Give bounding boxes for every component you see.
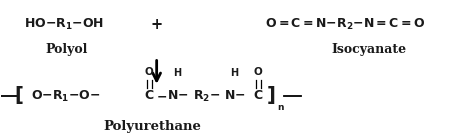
Text: $\mathbf{HO}$$\mathbf{-}$$\mathbf{R_1}$$\mathbf{-}$$\mathbf{OH}$: $\mathbf{HO}$$\mathbf{-}$$\mathbf{R_1}$$…: [25, 17, 105, 32]
Text: $\mathbf{C}$: $\mathbf{C}$: [253, 90, 264, 102]
Text: $\mathbf{O{=}C{=}N{-}R_2{-}N{=}C{=}O}$: $\mathbf{O{=}C{=}N{-}R_2{-}N{=}C{=}O}$: [265, 17, 426, 32]
Text: $\mathbf{N{-}}$: $\mathbf{N{-}}$: [224, 90, 246, 102]
Text: Polyol: Polyol: [46, 43, 88, 56]
Text: Isocyanate: Isocyanate: [332, 43, 407, 56]
Text: $\mathbf{O{-}R_1{-}O{-}}$: $\mathbf{O{-}R_1{-}O{-}}$: [31, 88, 101, 104]
Text: $\mathbf{N{-}}$: $\mathbf{N{-}}$: [167, 90, 189, 102]
Text: $\mathbf{[}$: $\mathbf{[}$: [14, 84, 23, 106]
Text: $\mathbf{O}$: $\mathbf{O}$: [145, 65, 155, 77]
Text: $\mathbf{+}$: $\mathbf{+}$: [150, 18, 163, 31]
Text: $\mathbf{]}$: $\mathbf{]}$: [266, 84, 276, 106]
Text: $\mathbf{O}$: $\mathbf{O}$: [253, 65, 264, 77]
Text: Polyurethane: Polyurethane: [103, 120, 201, 133]
Text: $\mathbf{n}$: $\mathbf{n}$: [277, 103, 284, 112]
Text: $\mathbf{H}$: $\mathbf{H}$: [230, 66, 239, 78]
Text: $\mathbf{-}$: $\mathbf{-}$: [156, 90, 167, 102]
Text: $\mathbf{C}$: $\mathbf{C}$: [145, 90, 155, 102]
Text: $\mathbf{R_2{-}}$: $\mathbf{R_2{-}}$: [192, 88, 220, 104]
Text: $\mathbf{H}$: $\mathbf{H}$: [173, 66, 182, 78]
